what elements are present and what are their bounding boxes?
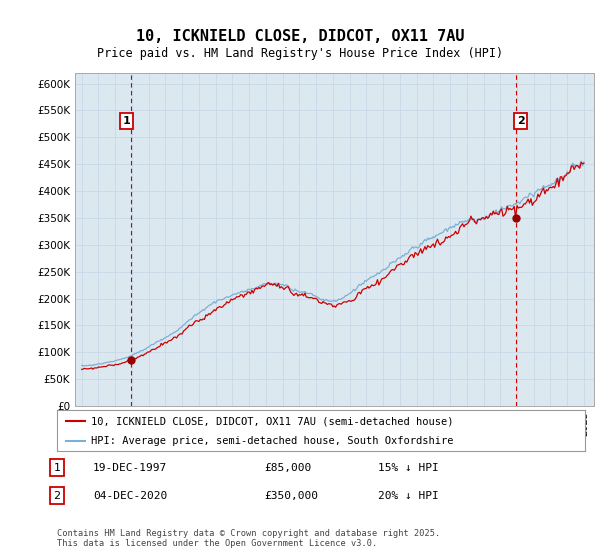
Text: Contains HM Land Registry data © Crown copyright and database right 2025.
This d: Contains HM Land Registry data © Crown c… (57, 529, 440, 548)
Text: 15% ↓ HPI: 15% ↓ HPI (378, 463, 439, 473)
Text: HPI: Average price, semi-detached house, South Oxfordshire: HPI: Average price, semi-detached house,… (91, 436, 454, 446)
Text: 2: 2 (517, 116, 524, 126)
Text: 1: 1 (53, 463, 61, 473)
Text: Price paid vs. HM Land Registry's House Price Index (HPI): Price paid vs. HM Land Registry's House … (97, 46, 503, 60)
Text: £85,000: £85,000 (264, 463, 311, 473)
Text: £350,000: £350,000 (264, 491, 318, 501)
Text: 10, ICKNIELD CLOSE, DIDCOT, OX11 7AU: 10, ICKNIELD CLOSE, DIDCOT, OX11 7AU (136, 29, 464, 44)
Text: 10, ICKNIELD CLOSE, DIDCOT, OX11 7AU (semi-detached house): 10, ICKNIELD CLOSE, DIDCOT, OX11 7AU (se… (91, 417, 454, 426)
Text: 20% ↓ HPI: 20% ↓ HPI (378, 491, 439, 501)
Text: 1: 1 (122, 116, 130, 126)
Text: 19-DEC-1997: 19-DEC-1997 (93, 463, 167, 473)
Text: 04-DEC-2020: 04-DEC-2020 (93, 491, 167, 501)
Text: 2: 2 (53, 491, 61, 501)
